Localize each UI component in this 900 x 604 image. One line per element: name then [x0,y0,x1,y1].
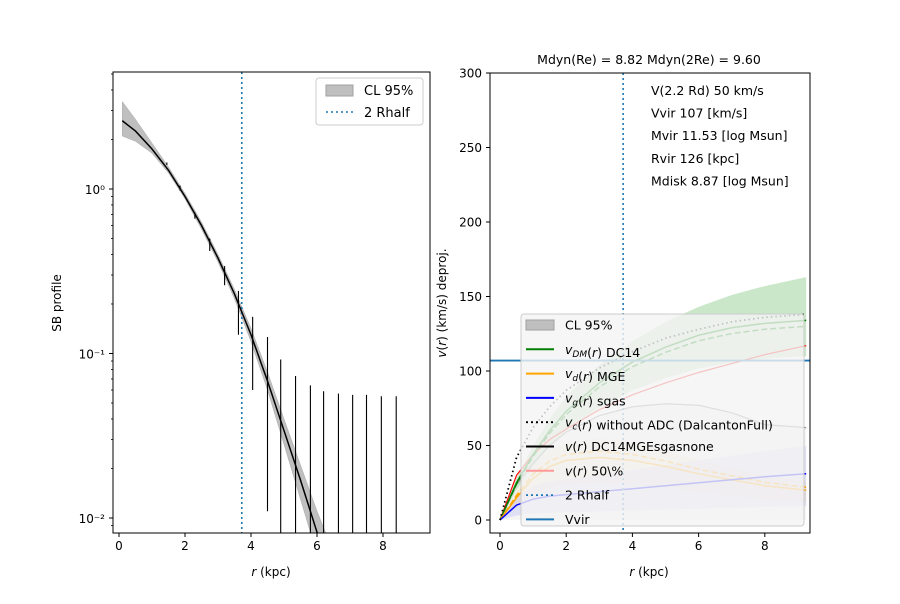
legend-label: 2 Rhalf [565,488,610,503]
legend-label-part: ) DC14 [597,345,640,360]
legend-label-part: r [583,393,589,408]
left-legend-rhalf-label: 2 Rhalf [364,106,410,121]
annotation-text: Vvir 107 [km/s] [651,106,747,121]
y-tick-label: 10⁻¹ [79,348,106,362]
annotation-text: Mvir 11.53 [log Msun] [651,128,787,143]
legend-label: Vvir [565,512,590,527]
legend-label: vg(r) sgas [565,390,626,408]
y-tick-label: 10⁻² [79,512,106,526]
legend-label: vc(r) without ADC (DalcantonFull) [565,415,773,433]
legend-label: v(r) 50\% [565,463,623,478]
x-tick-label: 6 [313,539,321,553]
legend-label-part: r [592,345,598,360]
legend-label-part: r [577,439,583,454]
sb-plot-area [121,72,397,533]
annotation-text: V(2.2 Rd) 50 km/s [651,83,764,98]
y-tick-label: 0 [474,514,482,528]
legend-label-part: ) MGE [588,369,625,384]
legend-label-part: r [577,463,583,478]
cl95-band [122,100,327,533]
legend-label-part: ( [587,345,592,360]
rotation-curve-panel: Mdyn(Re) = 8.82 Mdyn(2Re) = 9.60 0 2 4 6 8 0… [435,52,811,579]
legend-label-part: DM [572,350,587,360]
legend-label-part: ( [578,369,583,384]
left-y-axis-label: SB profile [50,274,64,332]
legend-label: vd(r) MGE [565,366,625,384]
left-legend-cl-label: CL 95% [364,84,413,99]
sb-profile-panel: 0 2 4 6 8 10⁻² 10⁻¹ 10⁰ r (kpc) SB profile CL … [50,71,431,579]
legend-label-part: ( [578,393,583,408]
legend-label-part: ) without ADC (DalcantonFull) [587,418,773,433]
left-legend: CL 95% 2 Rhalf [315,77,424,126]
legend-label-part: v [565,342,573,357]
sb-model-curve [121,120,319,533]
right-x-axis-label: r (kpc) [629,565,668,579]
right-title: Mdyn(Re) = 8.82 Mdyn(2Re) = 9.60 [537,52,761,67]
legend-label: CL 95% [565,318,613,333]
annotation-text: Rvir 126 [kpc] [651,151,739,166]
y-tick-label: 150 [459,290,482,304]
legend-swatch-patch [525,319,555,331]
y-tick-label: 250 [459,141,482,155]
left-axes-frame [112,71,431,534]
legend-label: v(r) DC14MGEsgasnone [565,439,714,454]
legend-label-part: d [572,374,578,384]
x-tick-label: 0 [496,539,504,553]
y-tick-label: 50 [467,439,482,453]
legend-label-part: g [572,398,578,408]
y-tick-label: 200 [459,216,482,230]
annotation-text: Mdisk 8.87 [log Msun] [651,173,789,188]
y-tick-label: 10⁰ [85,183,105,197]
x-tick-label: 4 [629,539,637,553]
legend-label-part: ( [572,463,577,478]
x-tick-label: 8 [761,539,769,553]
right-y-ticks: 0 50 100 150 200 250 300 [459,67,490,528]
legend-label-part: ) DC14MGEsgasnone [582,439,714,454]
legend-label-part: v [565,390,573,405]
left-y-ticks: 10⁻² 10⁻¹ 10⁰ [79,73,113,526]
left-x-ticks: 0 2 4 6 8 [115,533,387,553]
legend-label-part: v [565,415,573,430]
legend-label: vDM(r) DC14 [565,342,640,360]
x-tick-label: 2 [181,539,189,553]
legend-label-part: ) sgas [588,393,625,408]
x-tick-label: 6 [695,539,703,553]
legend-label-part: v [565,366,573,381]
y-tick-label: 300 [459,67,482,81]
legend-label-part: r [583,369,589,384]
legend-label-part: r [582,418,588,433]
left-legend-cl-swatch [325,84,354,97]
right-legend-box [520,313,805,527]
x-tick-label: 0 [115,539,123,553]
y-tick-label: 100 [459,365,482,379]
right-annotations: V(2.2 Rd) 50 km/s Vvir 107 [km/s] Mvir 11.… [651,83,789,188]
legend-label-part: c [572,423,577,433]
x-tick-label: 4 [247,539,255,553]
legend-label-part: ( [572,439,577,454]
left-x-axis-label: r (kpc) [251,565,290,579]
legend-label-part: v [565,463,573,478]
legend-label-part: v [565,439,573,454]
right-axes-frame [489,72,811,534]
legend-label-part: ) 50\% [582,463,623,478]
x-tick-label: 8 [379,539,387,553]
right-y-axis-label: v(r) (km/s) deproj. [435,248,449,357]
x-tick-label: 2 [562,539,570,553]
right-x-ticks: 0 2 4 6 8 [496,533,769,553]
legend-label-part: ( [577,418,582,433]
